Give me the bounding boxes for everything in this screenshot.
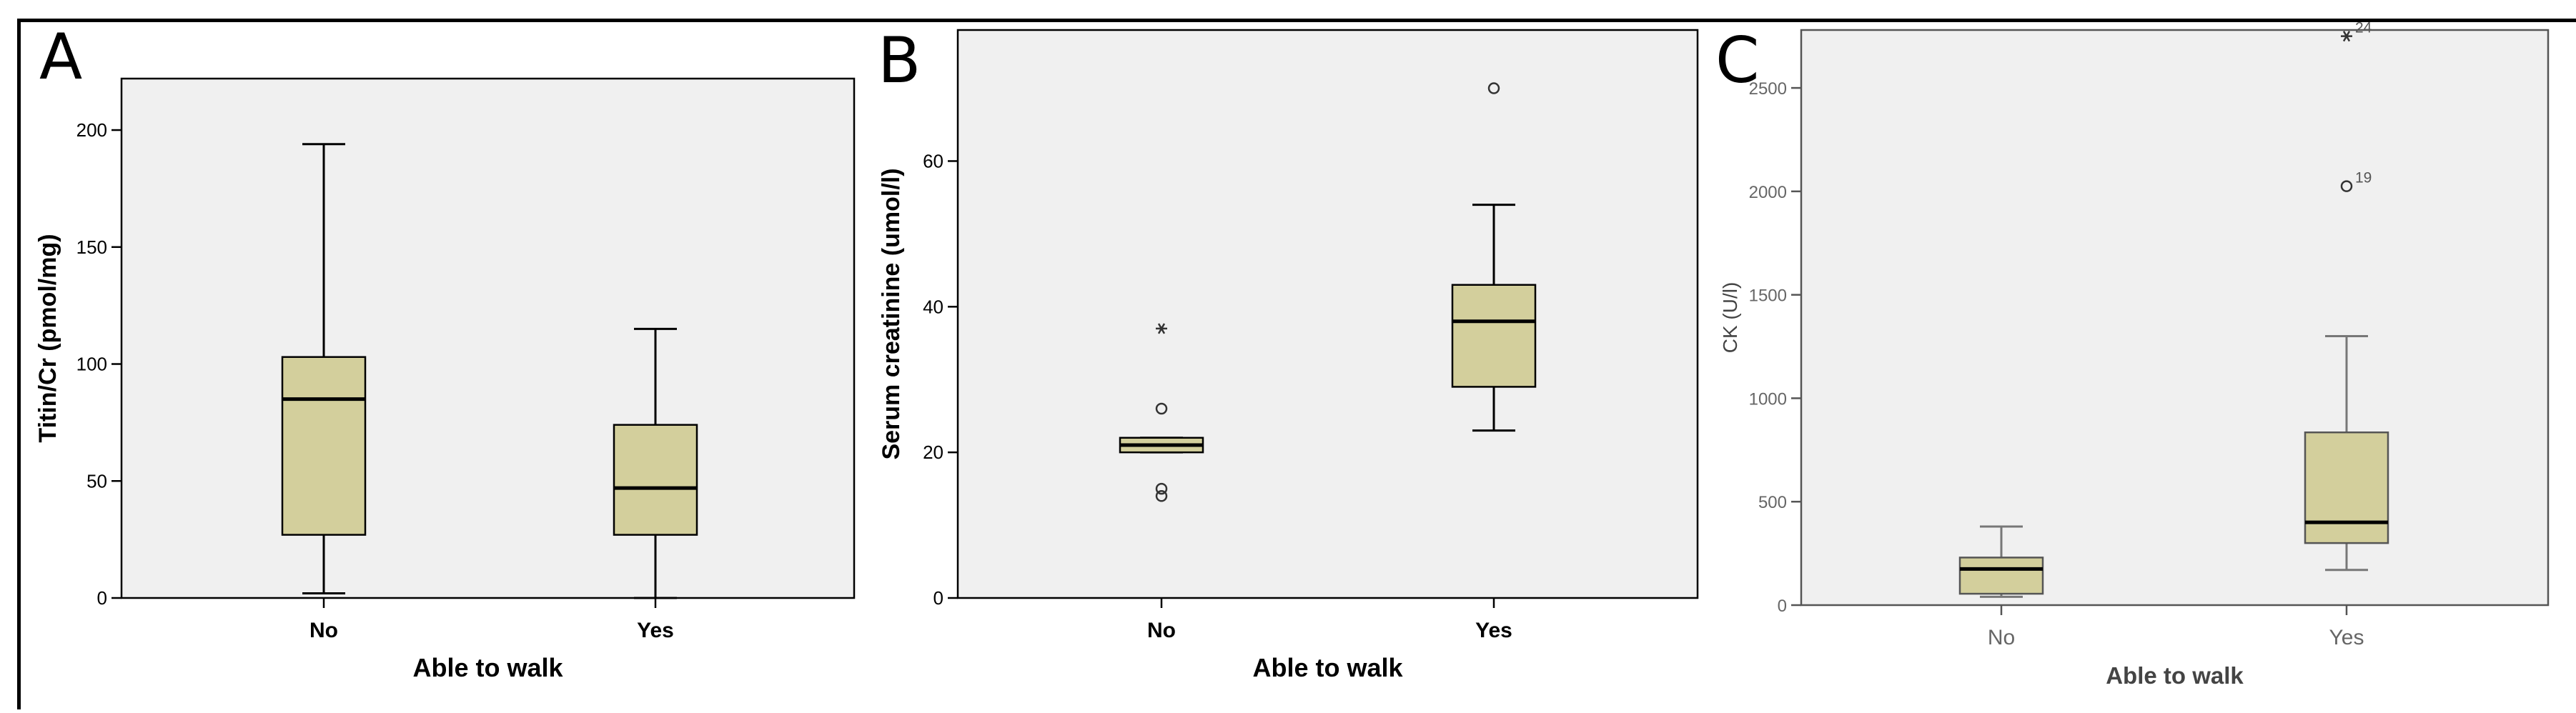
x-axis-title: Able to walk bbox=[412, 653, 563, 682]
x-tick-label: No bbox=[1147, 619, 1176, 642]
outlier-marker bbox=[1487, 82, 1500, 94]
y-tick-label: 20 bbox=[923, 442, 943, 463]
panel-label: B bbox=[878, 24, 921, 97]
y-axis-title: CK (U/l) bbox=[1719, 282, 1741, 354]
iqr-box bbox=[1958, 557, 2044, 595]
y-tick-label: 1500 bbox=[1749, 286, 1787, 306]
chart-panel-B: B 0 20 40 60 No Yes Able to walk Serum creatinin… bbox=[878, 24, 1699, 682]
iqr-box bbox=[2304, 431, 2389, 544]
iqr-box bbox=[281, 356, 367, 536]
y-tick-label: 2000 bbox=[1749, 183, 1787, 202]
extreme-outlier-marker bbox=[2341, 31, 2352, 42]
chart-panel-C: C 0 500 1000 1500 2000 2500 No Yes Able to walk CK… bbox=[1715, 20, 2550, 689]
figure-left-border bbox=[17, 19, 21, 709]
x-tick-label: Yes bbox=[1475, 619, 1512, 642]
box-yes bbox=[1451, 82, 1537, 432]
panel-label: C bbox=[1715, 24, 1759, 97]
y-tick-label: 0 bbox=[97, 587, 107, 609]
plot-area bbox=[1800, 29, 2550, 607]
extreme-outlier-marker bbox=[1156, 323, 1167, 334]
outlier-marker bbox=[1155, 490, 1168, 502]
y-tick-label: 60 bbox=[923, 150, 943, 171]
y-tick-label: 2500 bbox=[1749, 79, 1787, 99]
box-no bbox=[281, 143, 367, 594]
y-tick-label: 0 bbox=[933, 587, 943, 609]
outlier-case-label: 24 bbox=[2355, 20, 2372, 36]
y-tick-label: 200 bbox=[76, 119, 107, 141]
x-axis-title: Able to walk bbox=[1252, 653, 1403, 682]
box-yes bbox=[613, 327, 698, 599]
outlier-marker bbox=[1155, 482, 1168, 495]
x-tick-label: Yes bbox=[637, 619, 674, 642]
y-tick-label: 500 bbox=[1758, 493, 1787, 512]
box-no bbox=[1119, 323, 1204, 502]
panel-label: A bbox=[39, 20, 82, 94]
outlier-marker bbox=[1155, 402, 1168, 415]
y-axis-title: Titin/Cr (pmol/mg) bbox=[34, 234, 61, 442]
figure-top-border bbox=[17, 19, 2576, 22]
y-tick-label: 0 bbox=[1778, 597, 1787, 616]
chart-panel-A: A 0 50 100 150 200 No Yes Able to walk Titin/Cr (… bbox=[34, 20, 856, 682]
x-tick-label: Yes bbox=[2329, 626, 2364, 649]
y-tick-label: 100 bbox=[76, 354, 107, 375]
outlier-case-label: 19 bbox=[2355, 170, 2372, 186]
box-no bbox=[1958, 525, 2044, 598]
x-axis-title: Able to walk bbox=[2106, 662, 2244, 689]
x-tick-label: No bbox=[309, 619, 338, 642]
y-tick-label: 40 bbox=[923, 296, 943, 317]
plot-area bbox=[956, 29, 1699, 599]
x-tick-label: No bbox=[1988, 626, 2015, 649]
iqr-box bbox=[1451, 284, 1537, 388]
y-tick-label: 50 bbox=[86, 470, 107, 492]
y-axis-title: Serum creatinine (umol/l) bbox=[878, 168, 905, 459]
plot-area bbox=[120, 77, 856, 599]
y-tick-label: 150 bbox=[76, 236, 107, 258]
y-tick-label: 1000 bbox=[1749, 389, 1787, 409]
iqr-box bbox=[613, 424, 698, 536]
outlier-marker bbox=[2340, 180, 2353, 192]
